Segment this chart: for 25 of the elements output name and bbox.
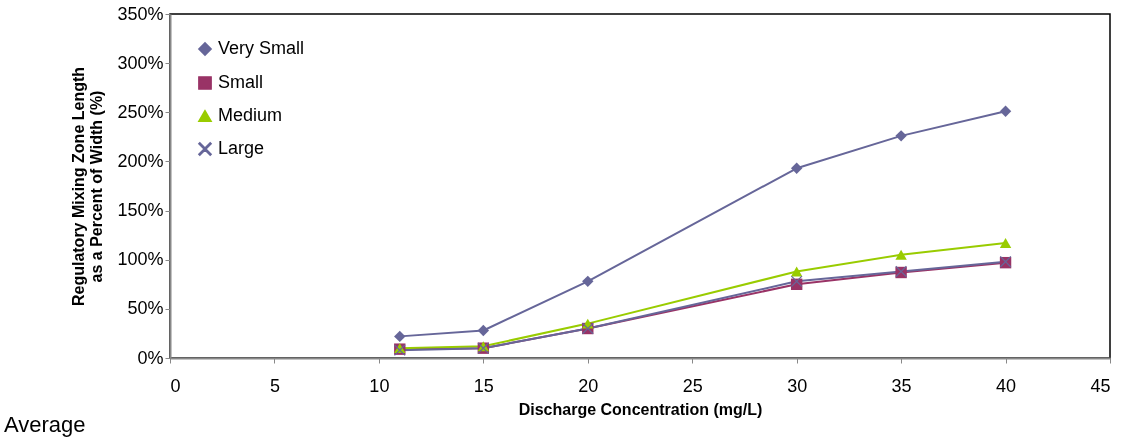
x-tick-label: 45 — [1090, 375, 1111, 396]
x-tick-label: 0 — [170, 375, 181, 396]
x-tick-label: 40 — [996, 375, 1017, 396]
y-tick-label: 100% — [117, 249, 164, 270]
x-tick-label: 25 — [682, 375, 703, 396]
legend-label: Large — [218, 138, 265, 158]
legend-label: Medium — [218, 105, 283, 125]
x-tick-label: 10 — [369, 375, 390, 396]
y-tick-label: 0% — [137, 347, 164, 368]
y-axis-title: Regulatory Mixing Zone Length as a Percent of Width (%) — [70, 66, 106, 307]
legend-label: Small — [218, 72, 264, 92]
x-tick-label: 15 — [473, 375, 494, 396]
x-axis-title: Discharge Concentration (mg/L) — [518, 400, 763, 418]
text: Average — [4, 412, 86, 438]
y-tick-label: 150% — [117, 200, 164, 221]
y-tick-label: 250% — [117, 101, 164, 122]
y-tick-label: 200% — [117, 150, 164, 171]
x-tick-label: 30 — [787, 375, 808, 396]
x-tick-label: 35 — [891, 375, 912, 396]
y-tick-label: 300% — [117, 52, 164, 73]
x-tick-label: 5 — [269, 375, 280, 396]
x-tick-label: 20 — [578, 375, 599, 396]
legend-label: Very Small — [218, 38, 305, 58]
y-tick-label: 50% — [127, 298, 164, 319]
y-tick-label: 350% — [117, 3, 164, 24]
